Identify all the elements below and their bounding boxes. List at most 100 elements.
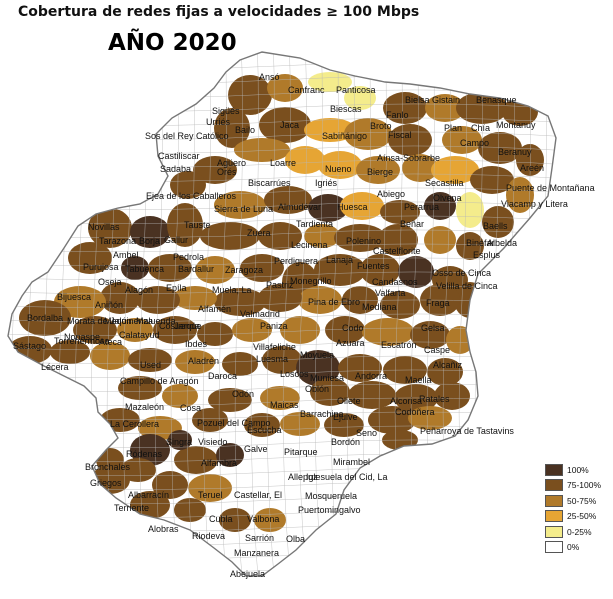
coverage-patch	[228, 75, 272, 115]
place-label: Sigüés	[212, 106, 240, 116]
place-label: Used	[140, 360, 161, 370]
place-label: Campillo de Aragón	[120, 376, 199, 386]
place-label: Moyuela	[300, 350, 334, 360]
place-label: Polenino	[346, 236, 381, 246]
coverage-patch	[456, 232, 484, 260]
coverage-patch	[402, 154, 438, 182]
coverage-patch	[378, 224, 418, 256]
place-label: Biescas	[330, 104, 362, 114]
legend-item: 100%	[545, 462, 611, 478]
legend-item: 0-25%	[545, 524, 611, 540]
place-label: Bronchales	[85, 462, 131, 472]
place-label: Agüero	[217, 158, 246, 168]
place-label: Morata de Jalón	[67, 316, 132, 326]
place-label: Bordalba	[27, 313, 63, 323]
place-label: Bardallur	[178, 264, 214, 274]
coverage-patch	[130, 491, 170, 519]
place-label: Abiego	[377, 189, 405, 199]
place-label: Ateca	[99, 337, 122, 347]
place-label: Allepuz	[288, 472, 318, 482]
place-label: Gelsa	[421, 323, 445, 333]
place-label: Muela, La	[212, 285, 252, 295]
place-label: Daroca	[208, 371, 237, 381]
place-label: Torrehermosa	[54, 336, 110, 346]
place-label: Velilla de Cinca	[436, 281, 498, 291]
coverage-patch	[318, 151, 362, 179]
place-label: Sarrión	[245, 533, 274, 543]
place-label: Mirambel	[333, 457, 370, 467]
place-label: Alcorisa	[390, 396, 422, 406]
place-label: Escatrón	[381, 340, 417, 350]
coverage-patch	[338, 354, 382, 382]
coverage-patch	[456, 92, 508, 124]
coverage-patch	[380, 291, 420, 319]
place-label: Maluenda	[136, 316, 176, 326]
place-label: Azuara	[336, 338, 365, 348]
legend-label: 25-50%	[567, 511, 597, 522]
place-label: Perarrua	[404, 202, 439, 212]
place-label: Sástago	[13, 341, 46, 351]
coverage-patch	[90, 342, 130, 370]
place-label: Cosa	[180, 403, 201, 413]
coverage-patch	[153, 316, 197, 344]
place-label: Bielsa	[405, 95, 430, 105]
place-label: Secastilla	[425, 178, 464, 188]
coverage-patch	[174, 498, 206, 522]
coverage-patch	[342, 286, 378, 314]
place-label: Urriés	[206, 117, 230, 127]
place-label: Cosuenda	[159, 321, 200, 331]
place-label: Oseja	[98, 277, 122, 287]
coverage-patch	[314, 254, 366, 286]
coverage-patch	[304, 118, 356, 142]
coverage-patch	[232, 318, 272, 342]
place-label: Ambel	[113, 250, 139, 260]
place-label: Pedrola	[173, 252, 204, 262]
coverage-patch	[340, 192, 384, 220]
place-label: Castelflorite	[373, 246, 421, 256]
place-label: Escucha	[247, 425, 282, 435]
coverage-patch	[258, 284, 302, 312]
place-label: Ejulve	[333, 412, 358, 422]
coverage-patch	[197, 322, 233, 346]
place-labels: Ansó Canfranc Panticosa Sigüés Bielsa Gistain…	[13, 72, 595, 579]
legend-swatch	[545, 525, 563, 538]
place-label: Broto	[370, 121, 392, 131]
coverage-patch	[222, 352, 258, 376]
place-label: Pozuel del Campo	[197, 418, 271, 428]
place-label: Mosqueruela	[305, 491, 357, 501]
place-label: Caspe	[424, 345, 450, 355]
legend-swatch	[545, 494, 563, 507]
place-label: Borja	[139, 236, 160, 246]
place-label: Maella	[405, 375, 432, 385]
place-label: Mediana	[362, 302, 397, 312]
place-label: Loarre	[270, 158, 296, 168]
place-label: Sadaba	[160, 164, 191, 174]
place-label: Plan	[444, 123, 462, 133]
place-label: Viacamp y Litera	[501, 199, 568, 209]
place-label: Chía	[471, 123, 490, 133]
place-label: Alagón	[125, 285, 153, 295]
coverage-patch	[260, 386, 300, 410]
place-label: Lecinena	[291, 240, 328, 250]
place-label: Sabiñánigo	[322, 131, 367, 141]
place-label: Monegrillo	[290, 276, 332, 286]
coverage-patch	[325, 316, 365, 344]
coverage-patch	[170, 171, 206, 199]
coverage-patch	[360, 254, 400, 286]
coverage-patch	[259, 107, 311, 143]
place-label: Tauste	[184, 220, 211, 230]
place-label: Pitarque	[284, 447, 318, 457]
coverage-patch	[234, 138, 290, 162]
place-label: Biscarrúes	[248, 178, 291, 188]
place-label: Fanlo	[386, 110, 409, 120]
coverage-patch	[383, 92, 427, 124]
place-label: Orés	[217, 167, 237, 177]
place-label: Paniza	[260, 321, 288, 331]
place-label: Codoñera	[395, 407, 435, 417]
place-label: Fuentes	[357, 261, 390, 271]
coverage-patch	[168, 430, 192, 450]
place-label: Valmadrid	[240, 309, 280, 319]
place-label: Zaragoza	[225, 265, 263, 275]
coverage-patch	[214, 108, 250, 148]
